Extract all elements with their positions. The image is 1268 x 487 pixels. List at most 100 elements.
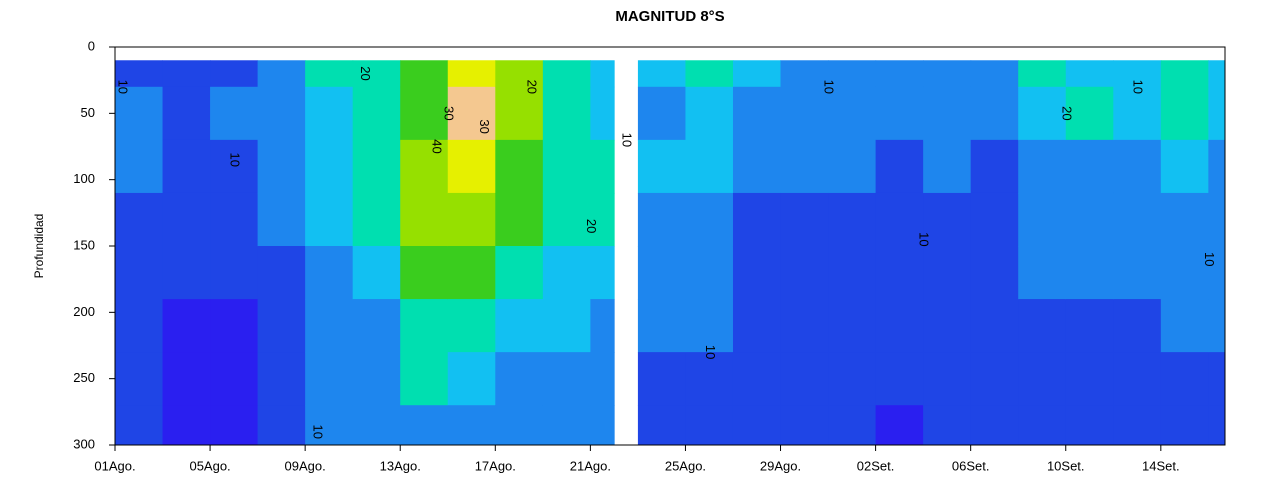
heat-cell bbox=[542, 86, 591, 141]
heat-cell bbox=[828, 139, 877, 194]
heat-cell bbox=[1065, 86, 1114, 141]
heat-cell bbox=[1018, 139, 1067, 194]
heat-cell bbox=[970, 405, 1019, 446]
heat-cell bbox=[542, 352, 591, 406]
contour-label: 10 bbox=[1131, 80, 1146, 94]
heat-cell bbox=[875, 60, 924, 88]
contour-label: 10 bbox=[311, 424, 326, 438]
heat-cell bbox=[495, 352, 544, 406]
heat-cell bbox=[875, 299, 924, 353]
heat-cell bbox=[352, 60, 401, 88]
contour-label: 30 bbox=[477, 119, 492, 133]
heat-cell bbox=[1160, 246, 1209, 300]
heat-cell bbox=[1018, 60, 1067, 88]
heat-cell bbox=[1208, 60, 1226, 88]
heat-cell bbox=[495, 405, 544, 446]
heat-cell bbox=[1018, 405, 1067, 446]
heat-cell bbox=[447, 352, 496, 406]
heat-cell bbox=[590, 60, 615, 88]
heat-cell bbox=[637, 246, 686, 300]
heat-cell bbox=[352, 246, 401, 300]
contour-label: 20 bbox=[1059, 106, 1074, 120]
heat-cell bbox=[115, 405, 164, 446]
contour-label: 10 bbox=[703, 345, 718, 359]
heat-cell bbox=[115, 86, 164, 141]
heat-cell bbox=[162, 246, 211, 300]
heat-cell bbox=[970, 86, 1019, 141]
heat-cell bbox=[210, 405, 259, 446]
heat-cell bbox=[1018, 86, 1067, 141]
heat-cell bbox=[495, 139, 544, 194]
contour-label: 10 bbox=[620, 133, 635, 147]
heat-cell bbox=[1160, 405, 1209, 446]
contour-label: 20 bbox=[584, 219, 599, 233]
contour-label: 40 bbox=[429, 139, 444, 153]
heat-cell bbox=[447, 192, 496, 247]
heat-cell bbox=[875, 86, 924, 141]
heat-cell bbox=[828, 299, 877, 353]
heat-cell bbox=[1208, 86, 1226, 141]
heat-cell bbox=[1208, 405, 1226, 446]
heat-cell bbox=[400, 86, 449, 141]
heat-cell bbox=[1160, 352, 1209, 406]
heat-cell bbox=[875, 405, 924, 446]
heat-cell bbox=[923, 60, 972, 88]
heat-cell bbox=[542, 139, 591, 194]
contour-label: 10 bbox=[116, 80, 131, 94]
heat-cell bbox=[257, 405, 306, 446]
heat-cell bbox=[637, 405, 686, 446]
heat-cell bbox=[542, 299, 591, 353]
heat-cell bbox=[542, 405, 591, 446]
heat-cell bbox=[970, 192, 1019, 247]
heat-cell bbox=[780, 405, 829, 446]
heat-cell bbox=[685, 246, 734, 300]
heat-cell bbox=[1160, 60, 1209, 88]
heat-cell bbox=[257, 192, 306, 247]
heat-cell bbox=[257, 60, 306, 88]
heat-cell bbox=[1113, 246, 1162, 300]
heat-cell bbox=[732, 192, 782, 247]
x-tick-label: 01Ago. bbox=[94, 458, 135, 473]
heat-cell bbox=[1208, 139, 1226, 194]
heat-cell bbox=[1018, 352, 1067, 406]
heat-cell bbox=[1113, 299, 1162, 353]
heat-cell bbox=[732, 60, 782, 88]
x-tick-label: 21Ago. bbox=[570, 458, 611, 473]
heat-cell bbox=[257, 299, 306, 353]
heat-cell bbox=[400, 139, 449, 194]
y-tick-label: 100 bbox=[73, 171, 95, 186]
heat-cell bbox=[447, 299, 496, 353]
heat-cell bbox=[162, 139, 211, 194]
heat-cell bbox=[542, 60, 591, 88]
heat-cell bbox=[923, 139, 972, 194]
x-tick-label: 05Ago. bbox=[189, 458, 230, 473]
heat-cell bbox=[875, 192, 924, 247]
heat-cell bbox=[1113, 86, 1162, 141]
heat-cell bbox=[590, 246, 615, 300]
heat-cell bbox=[1018, 192, 1067, 247]
heat-cell bbox=[685, 139, 734, 194]
heat-cell bbox=[685, 60, 734, 88]
y-tick-label: 0 bbox=[88, 38, 95, 53]
heat-cell bbox=[1065, 246, 1114, 300]
contour-label: 10 bbox=[1202, 252, 1217, 266]
heat-cell bbox=[1065, 192, 1114, 247]
heat-cell bbox=[1065, 299, 1114, 353]
heat-cell bbox=[1113, 352, 1162, 406]
heat-cell bbox=[637, 352, 686, 406]
heat-cell bbox=[210, 352, 259, 406]
heat-cell bbox=[828, 86, 877, 141]
heat-cell bbox=[875, 246, 924, 300]
heat-cell bbox=[828, 192, 877, 247]
heat-cell bbox=[780, 139, 829, 194]
heat-cell bbox=[732, 139, 782, 194]
heat-cell bbox=[447, 139, 496, 194]
heat-cell bbox=[828, 246, 877, 300]
y-tick-label: 300 bbox=[73, 436, 95, 451]
heat-cell bbox=[257, 246, 306, 300]
contour-label: 10 bbox=[917, 232, 932, 246]
heat-cell bbox=[400, 192, 449, 247]
heat-cell bbox=[923, 86, 972, 141]
chart-title: MAGNITUD 8°S bbox=[615, 8, 724, 25]
heat-cell bbox=[1113, 405, 1162, 446]
